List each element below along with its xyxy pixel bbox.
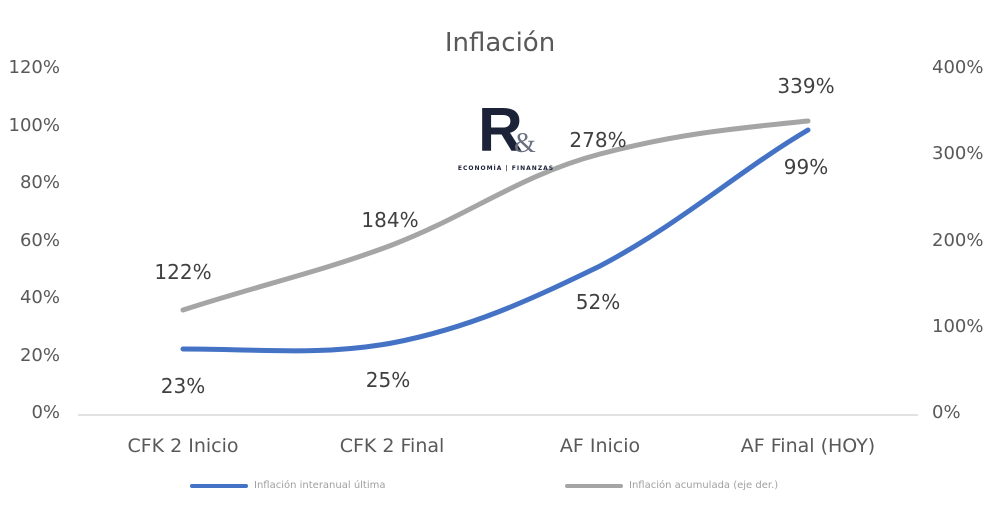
y-axis-left-tick: 40% [19,287,60,308]
logo-subtitle: ECONOMÍA | FINANZAS [457,165,555,172]
chart-title: Inflación [444,28,556,58]
y-axis-right-tick: 0% [932,402,961,423]
y-axis-left-tick: 100% [8,115,60,136]
legend-swatch-blue [190,483,248,488]
legend-swatch-gray [565,483,623,488]
legend-item-acumulada: Inflación acumulada (eje der.) [565,480,778,491]
legend-label: Inflación acumulada (eje der.) [629,480,779,491]
series-line-interanual [180,127,811,354]
x-axis-tick: AF Final (HOY) [740,435,876,457]
legend-label: Inflación interanual última [254,480,386,491]
logo-mark: R [478,96,523,165]
data-label-acumulada: 184% [361,208,419,232]
y-axis-left-tick: 0% [31,402,60,423]
x-axis-tick: AF Inicio [559,435,641,457]
data-label-interanual: 52% [575,290,621,314]
data-label-interanual: 23% [160,374,206,398]
y-axis-left-tick: 60% [19,230,60,251]
y-axis-right-tick: 300% [932,143,984,164]
y-axis-left-tick: 20% [19,345,60,366]
data-label-acumulada: 122% [154,260,212,284]
logo-ampersand: & [514,128,536,159]
data-label-acumulada: 278% [569,128,627,152]
x-axis-tick: CFK 2 Final [339,435,445,457]
series-line-acumulada [180,118,811,313]
data-label-interanual: 99% [783,155,829,179]
y-axis-right-tick: 200% [932,230,984,251]
y-axis-left-tick: 120% [8,57,60,78]
y-axis-right-tick: 400% [932,57,984,78]
brand-logo: R & ECONOMÍA | FINANZAS [448,100,564,180]
y-axis-right-tick: 100% [932,316,984,337]
data-label-acumulada: 339% [777,74,835,98]
legend-item-interanual: Inflación interanual última [190,480,386,491]
x-axis-tick: CFK 2 Inicio [127,435,239,457]
y-axis-left-tick: 80% [19,172,60,193]
data-label-interanual: 25% [365,368,411,392]
